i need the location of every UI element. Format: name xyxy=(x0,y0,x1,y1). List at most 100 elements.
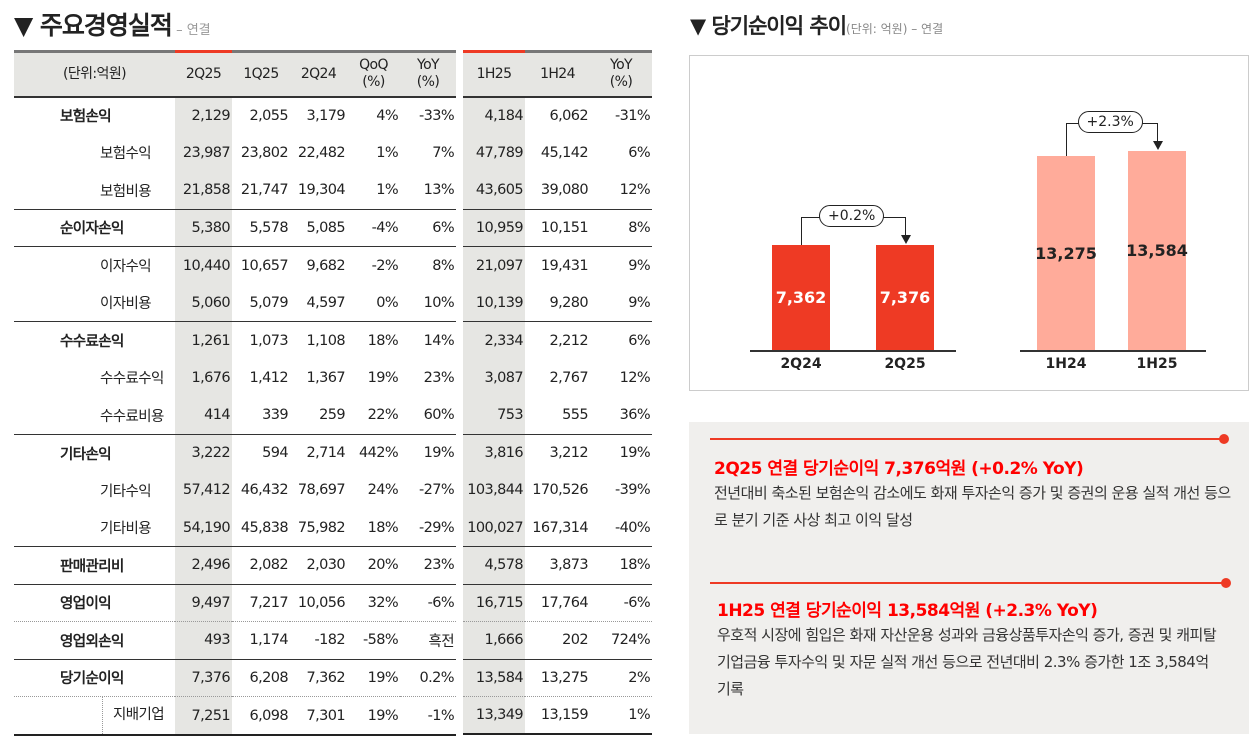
note-heading: 1H25 연결 당기순이익 13,584억원 (+2.3% YoY) xyxy=(717,601,1098,621)
cell: 18% xyxy=(347,509,400,547)
table-row: 3,816 3,212 19% xyxy=(463,434,652,472)
page-title: ▼ 주요경영실적 – 연결 xyxy=(14,6,211,42)
cell: -2% xyxy=(371,257,399,274)
table-row: 1,666 202 724% xyxy=(463,621,652,660)
table-row: 보험손익 2,129 2,055 3,179 4% -33% xyxy=(14,96,456,134)
cell: 43,605 xyxy=(463,171,525,210)
cell: 32% xyxy=(347,584,400,622)
table-row: 수수료비용 414 339 259 22% 60% xyxy=(14,396,456,435)
table-row: 4,184 6,062 -31% xyxy=(463,96,652,134)
cell: 594 xyxy=(262,445,288,461)
cell: 46,432 xyxy=(240,482,289,499)
bar: 13,275 xyxy=(1035,156,1097,350)
cell: 10,139 xyxy=(463,284,525,322)
cell: 45,838 xyxy=(232,509,290,547)
cell: 19,431 xyxy=(540,257,589,274)
cell: 23,802 xyxy=(240,144,289,161)
cell: 170,526 xyxy=(532,482,588,499)
table-row: 3,087 2,767 12% xyxy=(463,359,652,397)
cell: 6% xyxy=(400,209,456,247)
cell: 19% xyxy=(347,659,400,697)
change-label: +2.3% xyxy=(1077,111,1143,134)
column-header: 2Q25 xyxy=(175,50,232,98)
cell: 19% xyxy=(347,696,400,736)
half-year-table: 1H25 1H24 YoY (%) 4,184 6,062 -31% 47,789 45,14… xyxy=(463,50,652,735)
cell: 8% xyxy=(432,257,454,274)
cell: 1,174 xyxy=(232,621,290,660)
row-label: 당기순이익 xyxy=(14,659,175,697)
cell: 45,142 xyxy=(540,144,589,161)
change-bracket xyxy=(905,216,906,237)
table-row: 기타손익 3,222 594 2,714 442% 19% xyxy=(14,434,456,472)
cell: 20% xyxy=(347,546,400,585)
cell: 5,578 xyxy=(232,209,290,247)
table-row: 당기순이익 7,376 6,208 7,362 19% 0.2% xyxy=(14,659,456,697)
cell: 60% xyxy=(400,396,456,435)
cell: 2,714 xyxy=(306,445,345,461)
column-header: (단위:억원) xyxy=(14,50,175,98)
cell: 7,301 xyxy=(290,696,347,736)
cell: 0% xyxy=(347,284,400,322)
row-label: 수수료비용 xyxy=(14,396,175,435)
baseline xyxy=(750,350,956,352)
cell: 9% xyxy=(590,284,652,322)
cell: 0.2% xyxy=(400,659,456,697)
cell: 2% xyxy=(590,659,652,697)
cell: -58% xyxy=(347,621,400,660)
table-row: 기타비용 54,190 45,838 75,982 18% -29% xyxy=(14,509,456,547)
bar: 7,362 xyxy=(772,245,830,350)
cell: 4,184 xyxy=(463,96,525,134)
cell: -33% xyxy=(418,107,455,124)
cell: 8% xyxy=(590,209,652,247)
cell: 1,367 xyxy=(306,369,345,386)
cell: 1,412 xyxy=(249,369,288,386)
table-row: 13,349 13,159 1% xyxy=(463,696,652,735)
row-label: 영업외손익 xyxy=(14,621,175,660)
cell: 1% xyxy=(590,696,652,735)
note-heading: 2Q25 연결 당기순이익 7,376억원 (+0.2% YoY) xyxy=(714,459,1084,479)
cell: 9,497 xyxy=(175,584,232,622)
row-label: 판매관리비 xyxy=(14,546,175,585)
table-row: 10,139 9,280 9% xyxy=(463,284,652,322)
cell: 1,676 xyxy=(175,359,232,397)
x-tick-label: 2Q25 xyxy=(884,356,926,372)
cell: 16,715 xyxy=(463,584,525,622)
cell: 12% xyxy=(590,171,652,210)
table-row: 47,789 45,142 6% xyxy=(463,134,652,172)
row-label-cell: 지배기업 xyxy=(14,696,175,736)
cell: 3,179 xyxy=(306,107,345,124)
cell: 14% xyxy=(423,332,455,349)
row-label: 보험수익 xyxy=(100,146,152,163)
cell: 1% xyxy=(347,171,400,210)
cell: 24% xyxy=(367,482,399,499)
cell: 2,334 xyxy=(463,321,525,359)
cell: 18% xyxy=(367,332,399,349)
cell: 2,212 xyxy=(549,332,588,349)
cell: -6% xyxy=(400,584,456,622)
cell: 22,482 xyxy=(297,144,346,161)
cell: -40% xyxy=(590,509,652,547)
cell: 202 xyxy=(525,621,590,660)
cell: 13,584 xyxy=(463,659,525,697)
table-row: 이자비용 5,060 5,079 4,597 0% 10% xyxy=(14,284,456,322)
quarterly-table: (단위:억원) 2Q25 1Q25 2Q24 QoQ (%) YoY (%) 보험손익 2,1… xyxy=(14,50,456,736)
cell: 167,314 xyxy=(525,509,590,547)
red-divider xyxy=(710,434,1229,444)
table-row: 지배기업 7,251 6,098 7,301 19% -1% xyxy=(14,696,456,736)
cell: 18% xyxy=(590,546,652,585)
cell: -31% xyxy=(614,107,651,124)
cell: 3,816 xyxy=(463,434,525,472)
cell: -6% xyxy=(590,584,652,622)
cell: 21,097 xyxy=(463,246,525,284)
cell: 흑전 xyxy=(400,621,456,660)
net-income-chart: 7,362 2Q24 7,376 2Q25 +0.2% 13,275 1H24 13,584 1… xyxy=(689,55,1249,391)
row-label: 수수료수익 xyxy=(100,371,164,388)
row-label: 이자수익 xyxy=(100,259,152,275)
cell: 6,098 xyxy=(232,696,290,736)
table-row: 보험비용 21,858 21,747 19,304 1% 13% xyxy=(14,171,456,210)
cell: 5,079 xyxy=(232,284,290,322)
cell: 6,062 xyxy=(549,107,588,124)
row-label: 이자비용 xyxy=(14,284,175,322)
red-divider xyxy=(710,578,1231,588)
cell: 2,496 xyxy=(175,546,232,585)
